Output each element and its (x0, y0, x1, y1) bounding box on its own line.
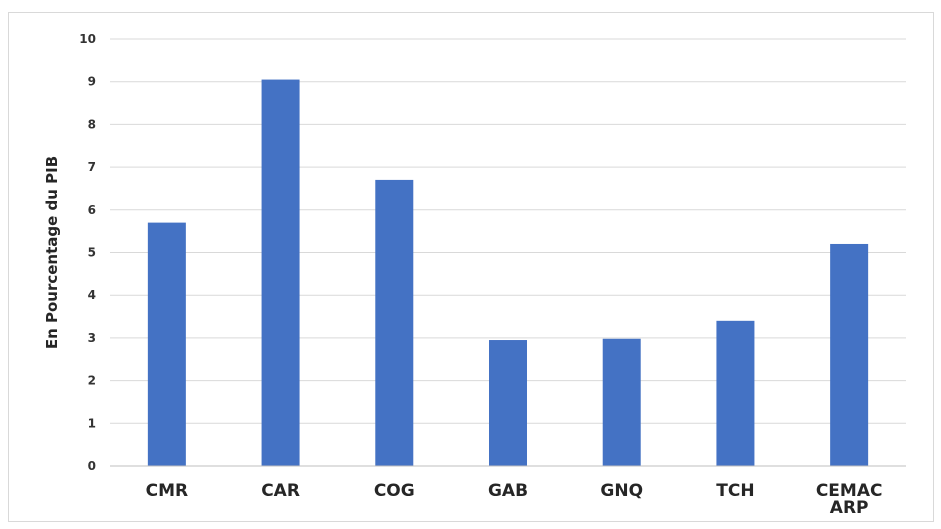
y-tick-label: 0 (88, 459, 96, 473)
bar-gab (489, 340, 527, 466)
x-tick-label: CEMAC ARP (816, 481, 883, 518)
y-tick-label: 3 (88, 331, 96, 345)
bar-cemac-arp (830, 243, 869, 466)
bar-gnq (602, 338, 641, 466)
bar-cog (375, 179, 414, 466)
y-tick-label: 8 (88, 117, 96, 131)
y-tick-label: 10 (79, 32, 96, 46)
x-axis-labels: CMR CAR COG GAB GNQ TCH CEMAC ARP (146, 481, 883, 518)
y-tick-label: 4 (88, 288, 96, 302)
bar-cmr (147, 222, 186, 466)
gridlines (110, 38, 906, 424)
y-tick-label: 6 (88, 203, 96, 217)
x-tick-label: CAR (261, 481, 300, 501)
x-tick-label: GAB (488, 481, 528, 501)
y-tick-label: 2 (88, 374, 96, 388)
x-tick-label: CMR (146, 481, 188, 501)
bars (147, 79, 869, 466)
y-tick-label: 1 (88, 416, 96, 430)
y-tick-label: 5 (88, 246, 96, 260)
y-axis-title: En Pourcentage du PIB (43, 156, 61, 349)
bar-tch (716, 320, 755, 466)
bar-car (261, 79, 300, 466)
x-tick-label: COG (374, 481, 415, 501)
y-tick-label: 9 (88, 75, 96, 89)
y-tick-label: 7 (88, 160, 96, 174)
x-tick-label: TCH (716, 481, 754, 501)
y-axis-ticks: 0 1 2 3 4 5 6 7 8 9 10 (79, 32, 96, 473)
x-tick-label: GNQ (600, 481, 643, 501)
